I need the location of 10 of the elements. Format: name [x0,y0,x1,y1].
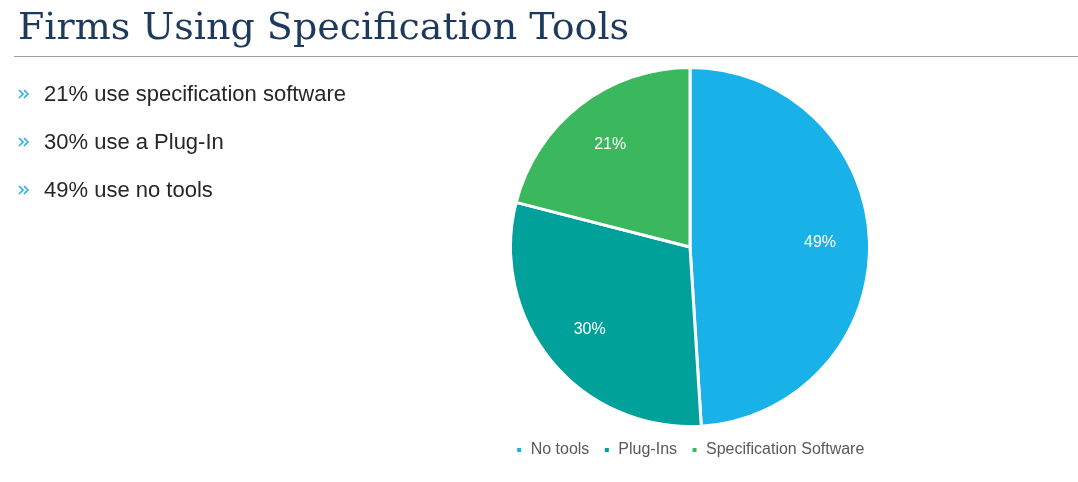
text: 49% use no tools [44,177,213,203]
text: 30% use a Plug-In [44,129,224,155]
legend-label: Plug-Ins [618,440,678,458]
text: 21% use specification software [44,81,347,107]
chart-title: Firms Using Specification Tools [18,4,630,48]
data-label: 30% [573,320,606,338]
legend-label: Specification Software [706,440,865,458]
data-label: 49% [804,233,837,251]
data-label: 21% [594,134,627,152]
legend-label: No tools [530,440,590,458]
